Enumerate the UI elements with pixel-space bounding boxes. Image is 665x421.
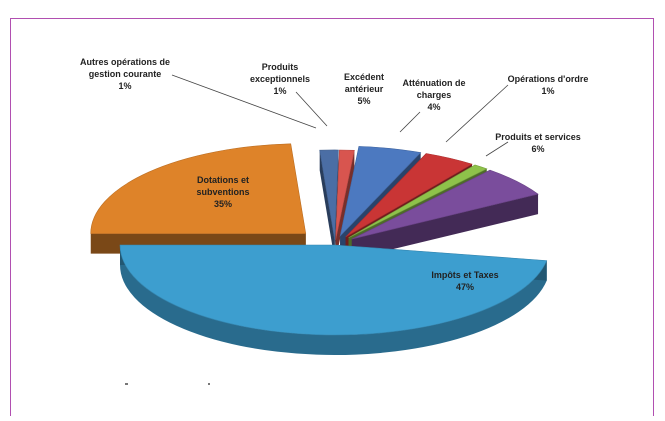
- slice-label-8: Produits et services 6%: [495, 132, 581, 154]
- slice-label-1: Impôts et Taxes 47%: [431, 270, 498, 292]
- pie-slice-top-1: [119, 244, 548, 336]
- base-tick: [208, 383, 210, 385]
- leader-line-7: [445, 84, 509, 143]
- base-tick: [125, 383, 128, 385]
- leader-line-3: [171, 74, 317, 129]
- slice-label-4: Produits exceptionnels 1%: [250, 62, 310, 96]
- pie-slice-top-4: [335, 149, 355, 241]
- slice-label-6: Atténuation de charges 4%: [403, 78, 466, 112]
- slice-label-5: Excédent antérieur 5%: [344, 72, 384, 106]
- pie-slice-top-3: [319, 149, 339, 241]
- leader-line-4: [295, 91, 328, 127]
- pie-slice-side-1: [120, 245, 547, 355]
- pie-slice-top-8: [351, 169, 539, 240]
- slice-label-2: Dotations et subventions 35%: [196, 175, 249, 209]
- pie-slice-3: [319, 149, 339, 260]
- pie-slice-2: [90, 143, 307, 254]
- pie-slice-top-5: [339, 146, 422, 238]
- leader-line-8: [485, 141, 509, 157]
- pie-slice-edge-8: [351, 194, 539, 260]
- leader-line-6: [399, 111, 421, 133]
- pie-slice-4: [335, 149, 355, 260]
- pie-slice-8: [351, 169, 539, 260]
- slice-label-7: Opérations d'ordre 1%: [508, 74, 589, 96]
- slice-label-3: Autres opérations de gestion courante 1%: [80, 57, 170, 91]
- pie-slice-edge-4: [335, 150, 355, 260]
- pie-slice-1: [119, 244, 548, 355]
- pie-slice-top-2: [90, 143, 307, 234]
- pie-slice-edge-3: [319, 150, 335, 260]
- pie-slice-top-6: [345, 153, 473, 238]
- pie-slice-top-7: [348, 164, 488, 239]
